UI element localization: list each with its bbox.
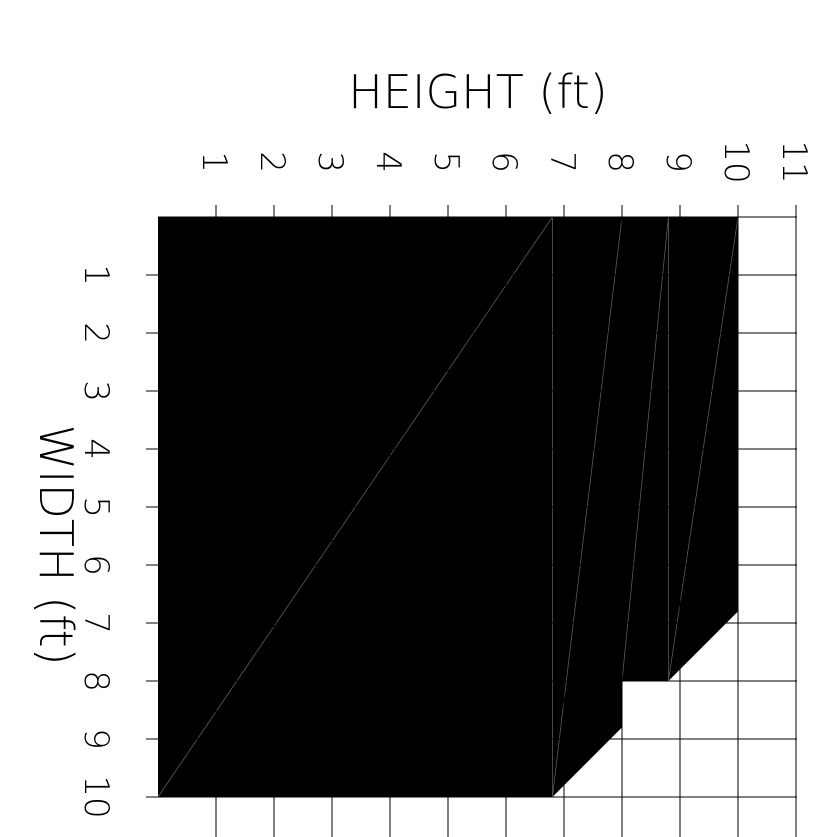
width-tick-label-7: 7 bbox=[76, 612, 116, 634]
width-tick-label-2: 2 bbox=[76, 322, 116, 344]
width-tick-label-1: 1 bbox=[76, 264, 116, 286]
width-tick-label-5: 5 bbox=[76, 496, 116, 518]
height-tick-label-5: 5 bbox=[426, 151, 466, 173]
width-tick-label-6: 6 bbox=[76, 554, 116, 576]
height-tick-label-4: 4 bbox=[368, 151, 408, 173]
height-tick-label-2: 2 bbox=[252, 151, 292, 173]
height-tick-label-7: 7 bbox=[542, 151, 582, 173]
height-tick-label-6: 6 bbox=[484, 151, 524, 173]
height-tick-label-3: 3 bbox=[310, 151, 350, 173]
width-tick-label-3: 3 bbox=[76, 380, 116, 402]
width-tick-labels: 1 2 3 4 5 6 7 8 9 10 bbox=[76, 264, 116, 818]
width-tick-label-4: 4 bbox=[76, 438, 116, 460]
height-tick-label-9: 9 bbox=[658, 151, 698, 173]
width-tick-label-8: 8 bbox=[76, 670, 116, 692]
width-tick-label-9: 9 bbox=[76, 728, 116, 750]
height-tick-label-11: 11 bbox=[774, 140, 814, 183]
height-tick-labels: 1 2 3 4 5 6 7 8 9 10 11 bbox=[194, 140, 814, 183]
tick-marks bbox=[146, 205, 797, 798]
height-axis-title: HEIGHT (ft) bbox=[348, 65, 608, 119]
height-tick-label-8: 8 bbox=[600, 151, 640, 173]
width-tick-label-10: 10 bbox=[76, 775, 116, 818]
grid-lines bbox=[158, 216, 797, 837]
height-tick-label-10: 10 bbox=[716, 140, 756, 183]
height-tick-label-1: 1 bbox=[194, 151, 234, 173]
width-axis-title: WIDTH (ft) bbox=[29, 424, 83, 665]
